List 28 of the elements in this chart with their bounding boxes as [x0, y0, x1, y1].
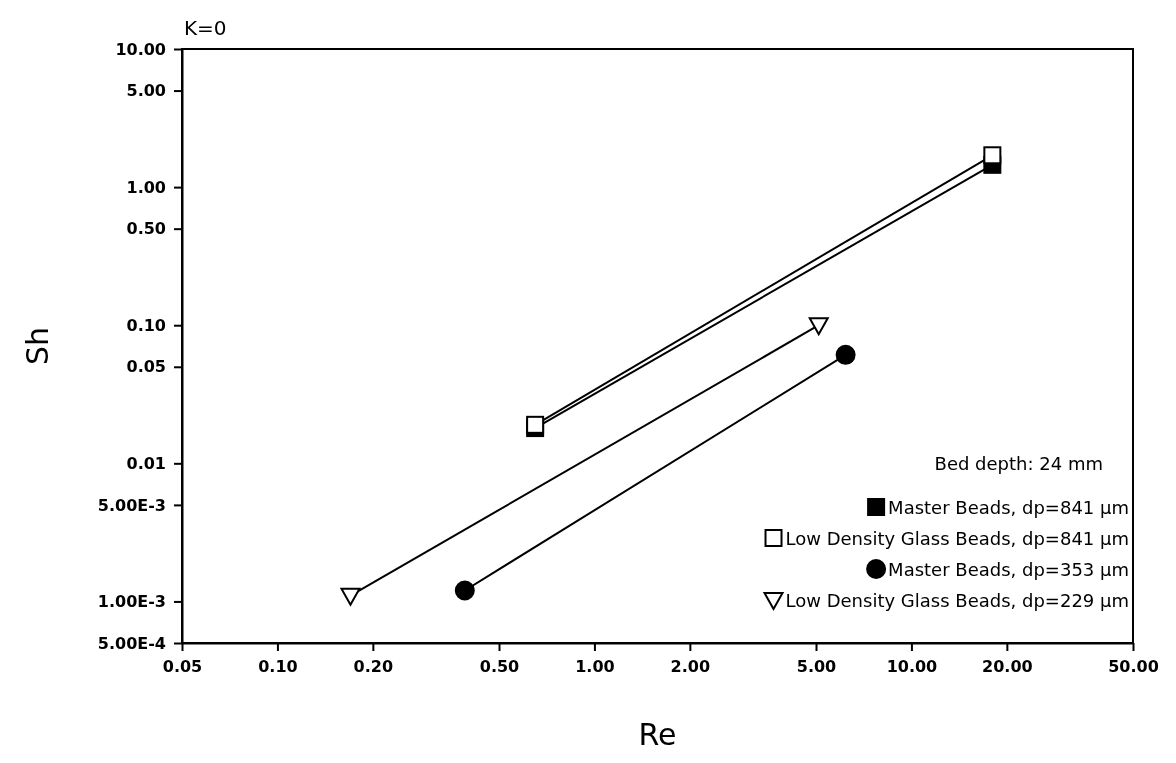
x-tick-label: 0.20 — [353, 657, 394, 677]
x-tick-label: 0.10 — [258, 657, 298, 677]
y-tick-label: 10.00 — [115, 39, 166, 59]
y-tick-label: 5.00E-3 — [97, 495, 166, 515]
x-tick-label: 1.00 — [575, 657, 615, 677]
legend-label: Low Density Glass Beads, dp=229 µm — [785, 590, 1129, 611]
x-tick-label: 50.00 — [1108, 657, 1159, 677]
y-tick-label: 5.00E-4 — [97, 633, 166, 653]
legend-label: Low Density Glass Beads, dp=841 µm — [785, 528, 1129, 549]
x-tick-label: 0.05 — [162, 657, 203, 677]
y-tick-label: 0.10 — [126, 315, 166, 335]
legend-label: Master Beads, dp=841 µm — [888, 497, 1129, 518]
y-tick-label: 1.00 — [126, 177, 166, 197]
y-tick-label: 1.00E-3 — [97, 592, 166, 612]
x-tick-label: 10.00 — [886, 657, 938, 677]
x-tick-label: 5.00 — [796, 657, 837, 677]
x-tick-label: 0.50 — [479, 657, 520, 677]
y-tick-label: 0.05 — [126, 357, 166, 377]
x-tick-label: 20.00 — [982, 657, 1033, 677]
legend-label: Master Beads, dp=353 µm — [888, 559, 1129, 580]
x-axis-title: Re — [638, 717, 677, 752]
annotation: Bed depth: 24 mm — [934, 453, 1103, 474]
y-tick-label: 5.00 — [126, 81, 166, 101]
chart-title: K=0 — [184, 16, 227, 40]
y-tick-label: 0.01 — [126, 453, 166, 473]
y-axis-title: Sh — [20, 326, 55, 366]
y-tick-label: 0.50 — [126, 219, 166, 239]
x-tick-label: 2.00 — [670, 657, 711, 677]
